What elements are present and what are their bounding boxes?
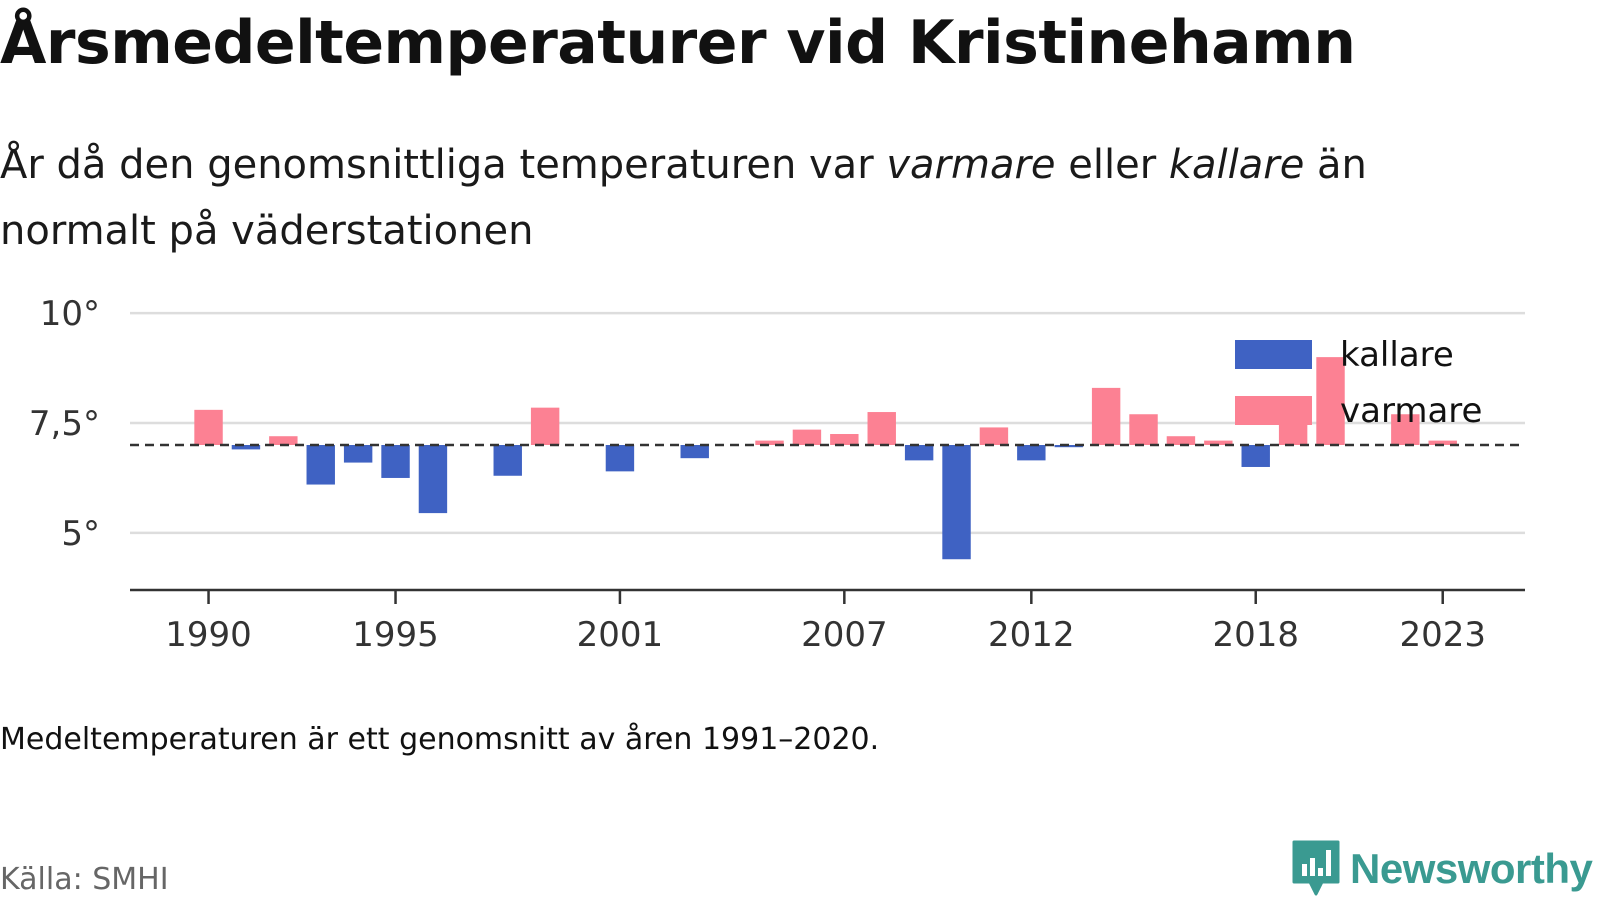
x-axis-ticks: 1990 1995 2001 2007 2012 2018 2023: [165, 590, 1486, 655]
bar-2003: [680, 445, 709, 459]
legend-swatch-kallare: [1235, 340, 1312, 369]
y-tick-label: 5°: [61, 514, 100, 554]
bar-2005: [755, 440, 784, 445]
legend-swatch-varmare: [1235, 396, 1312, 425]
bar-1996: [418, 445, 448, 514]
bar-2020: [1316, 357, 1345, 445]
bar-2016: [1166, 436, 1196, 445]
x-tick-label: 1995: [352, 615, 439, 655]
legend: kallare varmare: [1235, 335, 1482, 431]
chart-title: Årsmedeltemperaturer vid Kristinehamn: [0, 8, 1356, 78]
y-axis-tick-labels: 5° 7,5° 10°: [29, 294, 100, 554]
bar-2023: [1428, 440, 1457, 445]
legend-label-varmare: varmare: [1340, 391, 1482, 431]
bar-2001: [605, 445, 635, 472]
bar-2007: [830, 434, 859, 445]
newsworthy-logo: Newsworthy: [1290, 838, 1593, 900]
brand-name: Newsworthy: [1350, 845, 1593, 892]
bar-1999: [530, 407, 560, 445]
bar-2019: [1278, 423, 1308, 445]
x-tick-label: 2012: [988, 615, 1075, 655]
subtitle-text-1: År då den genomsnittliga temperaturen va…: [0, 142, 887, 188]
subtitle-emphasis-warmer: varmare: [886, 142, 1056, 188]
bar-1995: [381, 445, 410, 478]
bar-1998: [493, 445, 522, 476]
y-tick-label: 10°: [40, 294, 100, 334]
chart-subtitle: År då den genomsnittliga temperaturen va…: [0, 132, 1520, 264]
bar-2017: [1204, 440, 1233, 445]
bar-2011: [979, 427, 1009, 445]
legend-label-kallare: kallare: [1340, 335, 1454, 375]
bar-1990: [194, 409, 223, 445]
bar-1994: [343, 445, 373, 463]
bar-2006: [792, 429, 822, 445]
bar-2014: [1091, 387, 1121, 445]
y-tick-label: 7,5°: [29, 404, 100, 444]
newsworthy-logo-icon: [1292, 840, 1340, 896]
bar-2010: [942, 445, 971, 560]
subtitle-emphasis-colder: kallare: [1168, 142, 1305, 188]
bar-1992: [269, 436, 298, 445]
bar-1993: [306, 445, 335, 485]
x-tick-label: 2001: [577, 615, 664, 655]
x-tick-label: 1990: [165, 615, 252, 655]
temperature-bar-chart: 5° 7,5° 10° 1990 1995 2001 2007 2012 2018 2023 k…: [29, 294, 1525, 655]
subtitle-text-3: än normalt på väderstationen: [0, 142, 1367, 254]
footnote: Medeltemperaturen är ett genomsnitt av å…: [0, 722, 880, 757]
bar-1991: [231, 445, 261, 450]
x-tick-label: 2018: [1212, 615, 1299, 655]
x-tick-label: 2007: [801, 615, 888, 655]
subtitle-text-2: eller: [1055, 142, 1169, 188]
bar-2022: [1391, 414, 1420, 445]
bar-2015: [1129, 414, 1158, 445]
bar-2008: [867, 412, 896, 445]
grid-lines: [130, 311, 1525, 535]
bar-2009: [904, 445, 934, 461]
bar-2012: [1017, 445, 1046, 461]
bar-2018: [1241, 445, 1270, 467]
x-tick-label: 2023: [1399, 615, 1486, 655]
source-credit: Källa: SMHI: [0, 862, 169, 897]
bars: [194, 357, 1457, 560]
